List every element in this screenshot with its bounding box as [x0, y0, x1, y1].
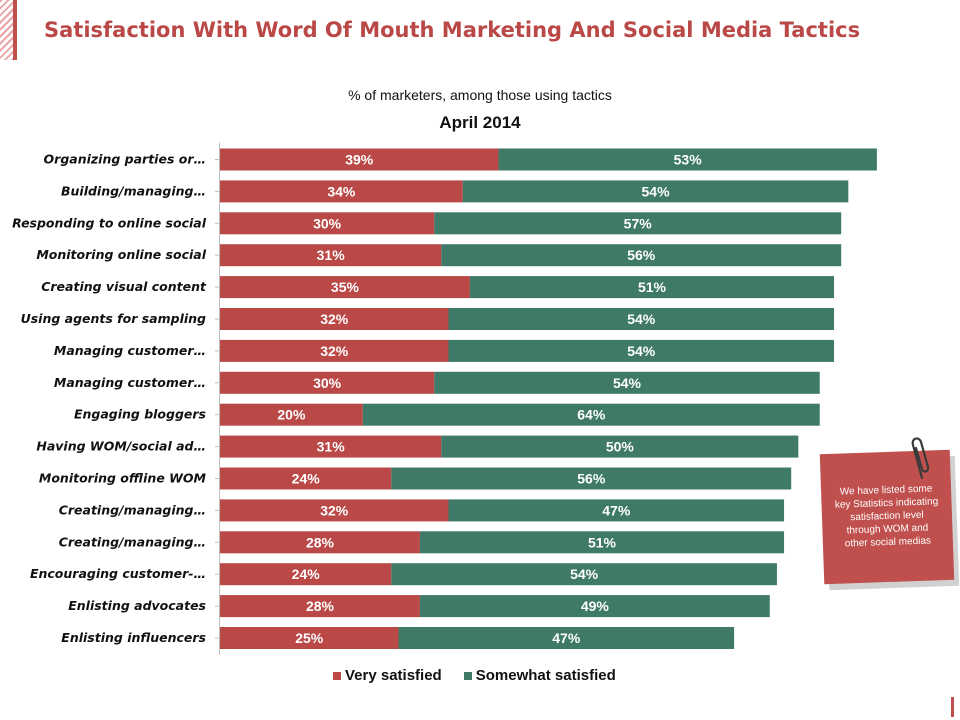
- category-label: Creating/managing…: [59, 534, 206, 549]
- data-label-somewhat-satisfied: 54%: [613, 375, 642, 391]
- bar-somewhat-satisfied: [419, 531, 785, 554]
- bar-very-satisfied: [220, 308, 449, 330]
- bar-very-satisfied: [220, 180, 463, 203]
- chart-title: April 2014: [439, 113, 521, 132]
- legend-item-somewhat-satisfied: Somewhat satisfied: [463, 667, 616, 684]
- bar-very-satisfied: [220, 371, 435, 394]
- legend-swatch-very-satisfied: [333, 671, 341, 680]
- data-label-very-satisfied: 28%: [306, 534, 335, 550]
- category-label: Organizing parties or…: [44, 152, 206, 167]
- data-label-somewhat-satisfied: 54%: [627, 311, 656, 327]
- bar-somewhat-satisfied: [469, 276, 835, 299]
- category-label: Enlisting influencers: [61, 630, 206, 645]
- data-label-somewhat-satisfied: 47%: [602, 502, 631, 518]
- category-label: Building/managing…: [61, 183, 206, 198]
- category-label: Managing customer…: [54, 375, 206, 390]
- data-label-very-satisfied: 24%: [292, 471, 321, 487]
- data-label-very-satisfied: 32%: [320, 311, 349, 327]
- data-label-somewhat-satisfied: 54%: [570, 566, 599, 582]
- data-label-somewhat-satisfied: 54%: [627, 343, 656, 359]
- bar-very-satisfied: [220, 563, 392, 586]
- data-label-very-satisfied: 34%: [327, 183, 356, 199]
- data-label-somewhat-satisfied: 54%: [642, 183, 671, 199]
- bar-somewhat-satisfied: [498, 148, 877, 171]
- bar-somewhat-satisfied: [391, 563, 777, 586]
- category-label: Using agents for sampling: [21, 311, 206, 326]
- legend-item-very-satisfied: Very satisfied: [333, 667, 442, 684]
- category-label: Monitoring offline WOM: [39, 471, 207, 486]
- data-label-very-satisfied: 25%: [295, 630, 324, 646]
- category-label: Creating/managing…: [59, 502, 206, 517]
- data-label-somewhat-satisfied: 53%: [674, 152, 703, 168]
- data-label-somewhat-satisfied: 50%: [606, 439, 635, 455]
- data-label-very-satisfied: 32%: [320, 343, 349, 359]
- legend-swatch-somewhat-satisfied: [463, 671, 472, 680]
- data-label-very-satisfied: 30%: [313, 215, 342, 231]
- category-label: Enlisting advocates: [68, 598, 206, 613]
- bar-very-satisfied: [220, 467, 392, 490]
- paperclip-icon: [911, 437, 930, 480]
- bar-somewhat-satisfied: [448, 499, 785, 522]
- bar-very-satisfied: [220, 627, 399, 649]
- data-label-somewhat-satisfied: 51%: [588, 534, 617, 550]
- bar-somewhat-satisfied: [434, 371, 820, 394]
- bar-very-satisfied: [220, 403, 363, 426]
- category-label: Encouraging customer-…: [30, 566, 206, 581]
- data-label-somewhat-satisfied: 56%: [627, 247, 656, 263]
- page-title: Satisfaction With Word Of Mouth Marketin…: [44, 18, 861, 42]
- bar-somewhat-satisfied: [362, 403, 820, 426]
- data-label-somewhat-satisfied: 49%: [581, 598, 610, 614]
- bar-somewhat-satisfied: [434, 212, 842, 235]
- data-label-somewhat-satisfied: 56%: [577, 471, 606, 487]
- category-label: Having WOM/social ad…: [36, 439, 206, 454]
- data-label-very-satisfied: 28%: [306, 598, 335, 614]
- data-label-very-satisfied: 32%: [320, 502, 349, 518]
- corner-accent-bar: [13, 0, 17, 60]
- bar-very-satisfied: [220, 499, 449, 522]
- category-label: Engaging bloggers: [74, 407, 206, 422]
- data-label-somewhat-satisfied: 51%: [638, 279, 667, 295]
- chart-legend: Very satisfied Somewhat satisfied: [333, 667, 616, 684]
- data-label-very-satisfied: 31%: [317, 439, 346, 455]
- bar-somewhat-satisfied: [419, 595, 770, 618]
- sticky-note-text: We have listed some key Statistics indic…: [834, 483, 939, 550]
- data-label-very-satisfied: 31%: [317, 247, 346, 263]
- bar-somewhat-satisfied: [441, 244, 842, 267]
- legend-label-somewhat-satisfied: Somewhat satisfied: [475, 667, 616, 684]
- bar-somewhat-satisfied: [441, 435, 799, 458]
- legend-label-very-satisfied: Very satisfied: [345, 667, 442, 684]
- category-label: Managing customer…: [54, 343, 206, 358]
- data-label-very-satisfied: 20%: [277, 407, 306, 423]
- category-label: Responding to online social: [12, 215, 207, 230]
- bar-very-satisfied: [220, 339, 449, 362]
- bar-very-satisfied: [220, 276, 470, 299]
- data-label-very-satisfied: 35%: [331, 279, 360, 295]
- data-label-very-satisfied: 39%: [345, 152, 374, 168]
- bar-very-satisfied: [220, 212, 435, 235]
- data-label-somewhat-satisfied: 64%: [577, 407, 606, 423]
- data-label-somewhat-satisfied: 47%: [552, 630, 581, 646]
- bar-very-satisfied: [220, 435, 442, 458]
- category-label: Creating visual content: [41, 279, 207, 294]
- bar-very-satisfied: [220, 148, 499, 171]
- category-label: Monitoring online social: [36, 247, 206, 262]
- data-label-very-satisfied: 24%: [292, 566, 321, 582]
- bar-somewhat-satisfied: [391, 467, 792, 490]
- bar-very-satisfied: [220, 531, 420, 554]
- bar-very-satisfied: [220, 595, 420, 618]
- bar-very-satisfied: [220, 244, 442, 267]
- corner-decoration: [0, 0, 14, 60]
- data-label-somewhat-satisfied: 57%: [624, 215, 653, 231]
- data-label-very-satisfied: 30%: [313, 375, 342, 391]
- chart-subtitle: % of marketers, among those using tactic…: [348, 87, 612, 103]
- bottom-accent-mark: [951, 697, 954, 717]
- bar-somewhat-satisfied: [462, 180, 849, 203]
- bar-somewhat-satisfied: [398, 627, 735, 649]
- bar-somewhat-satisfied: [448, 339, 835, 362]
- bar-somewhat-satisfied: [448, 308, 835, 330]
